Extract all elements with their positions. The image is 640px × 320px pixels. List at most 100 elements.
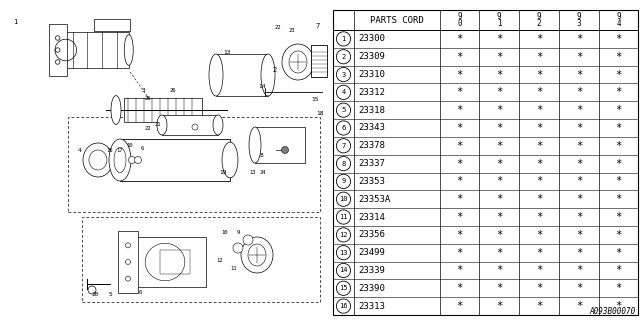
Text: 3: 3 <box>341 72 346 77</box>
Text: *: * <box>456 301 463 311</box>
Text: 16: 16 <box>107 148 113 153</box>
Bar <box>311 45 327 77</box>
Text: *: * <box>456 52 463 62</box>
Ellipse shape <box>261 54 275 96</box>
Text: *: * <box>576 212 582 222</box>
Text: *: * <box>456 176 463 187</box>
Text: 8: 8 <box>341 161 346 167</box>
Text: 4: 4 <box>78 148 82 153</box>
Text: 12: 12 <box>217 258 223 262</box>
Text: 25: 25 <box>145 95 151 100</box>
Text: *: * <box>536 159 542 169</box>
Text: 9: 9 <box>341 179 346 184</box>
Text: 22: 22 <box>145 125 151 131</box>
Text: *: * <box>616 266 621 276</box>
Bar <box>160 250 190 274</box>
Text: 17: 17 <box>116 148 124 153</box>
Text: 23343: 23343 <box>358 124 385 132</box>
Circle shape <box>243 235 253 245</box>
Bar <box>68 117 320 212</box>
Text: 18: 18 <box>316 110 324 116</box>
Text: 23378: 23378 <box>358 141 385 150</box>
Text: *: * <box>496 159 502 169</box>
Circle shape <box>129 156 136 164</box>
Text: *: * <box>536 212 542 222</box>
Ellipse shape <box>111 96 121 124</box>
Text: 23: 23 <box>289 28 295 33</box>
Ellipse shape <box>109 139 131 181</box>
Text: *: * <box>616 176 621 187</box>
Text: *: * <box>536 301 542 311</box>
Text: *: * <box>536 176 542 187</box>
Text: PARTS CORD: PARTS CORD <box>370 15 424 25</box>
Text: 23353A: 23353A <box>358 195 390 204</box>
Text: *: * <box>536 69 542 80</box>
Text: *: * <box>536 123 542 133</box>
Ellipse shape <box>282 44 314 80</box>
Text: 4: 4 <box>341 89 346 95</box>
Circle shape <box>282 147 289 154</box>
Text: 5: 5 <box>341 107 346 113</box>
Text: *: * <box>496 248 502 258</box>
Text: *: * <box>496 123 502 133</box>
Bar <box>333 10 638 315</box>
Ellipse shape <box>241 237 273 273</box>
Bar <box>94 19 130 31</box>
Text: *: * <box>616 194 621 204</box>
Text: *: * <box>536 248 542 258</box>
Text: *: * <box>616 212 621 222</box>
Text: 9
1: 9 1 <box>497 12 501 28</box>
Text: 7: 7 <box>341 143 346 149</box>
Text: 5: 5 <box>108 292 112 297</box>
Text: *: * <box>456 248 463 258</box>
Text: *: * <box>576 301 582 311</box>
Text: *: * <box>496 283 502 293</box>
Text: *: * <box>496 194 502 204</box>
Text: *: * <box>616 230 621 240</box>
Text: 12: 12 <box>339 232 348 238</box>
Text: 23314: 23314 <box>358 212 385 221</box>
Text: *: * <box>496 266 502 276</box>
Text: *: * <box>456 194 463 204</box>
Circle shape <box>192 124 198 130</box>
Bar <box>120 139 230 181</box>
Text: *: * <box>616 141 621 151</box>
Text: 23312: 23312 <box>358 88 385 97</box>
Text: *: * <box>496 105 502 115</box>
Text: 1: 1 <box>13 19 17 25</box>
Text: *: * <box>576 266 582 276</box>
Text: *: * <box>496 301 502 311</box>
Text: *: * <box>496 212 502 222</box>
Text: 23356: 23356 <box>358 230 385 239</box>
Text: 23353: 23353 <box>358 177 385 186</box>
Text: *: * <box>576 141 582 151</box>
Text: 23309: 23309 <box>358 52 385 61</box>
Text: 7: 7 <box>316 23 320 29</box>
Text: 15: 15 <box>339 285 348 291</box>
Text: 1: 1 <box>341 36 346 42</box>
Text: 26: 26 <box>170 87 176 92</box>
Text: *: * <box>576 283 582 293</box>
Text: *: * <box>576 248 582 258</box>
Ellipse shape <box>213 115 223 135</box>
Text: 19: 19 <box>220 170 227 174</box>
Bar <box>134 237 206 287</box>
Bar <box>162 115 218 135</box>
Text: *: * <box>496 87 502 97</box>
Text: *: * <box>616 105 621 115</box>
Text: *: * <box>616 123 621 133</box>
Text: *: * <box>576 52 582 62</box>
Text: *: * <box>576 176 582 187</box>
Text: 23337: 23337 <box>358 159 385 168</box>
Text: *: * <box>456 159 463 169</box>
Text: 10: 10 <box>339 196 348 202</box>
Text: 16: 16 <box>339 303 348 309</box>
Text: 3: 3 <box>142 87 146 92</box>
Text: *: * <box>536 34 542 44</box>
Bar <box>49 24 67 76</box>
Ellipse shape <box>222 142 238 178</box>
Text: *: * <box>616 52 621 62</box>
Text: *: * <box>496 52 502 62</box>
Text: 6: 6 <box>140 146 143 150</box>
Text: 6: 6 <box>341 125 346 131</box>
